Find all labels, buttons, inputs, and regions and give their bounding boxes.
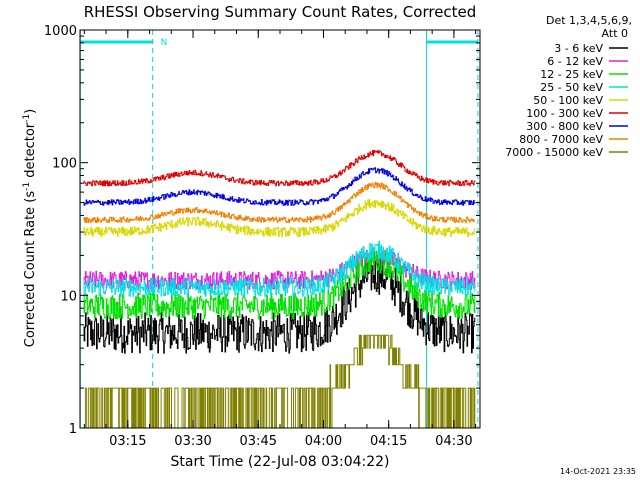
x-tick-label: 04:30 <box>435 434 472 449</box>
saa-marker-label: N <box>161 38 168 48</box>
legend-label-6: 300 - 800 keV <box>526 120 603 133</box>
y-tick-label: 1000 <box>44 24 77 39</box>
plot-frame <box>79 29 481 429</box>
y-axis-label-base: Corrected Count Rate (s <box>23 191 38 348</box>
y-axis-label-end: ) <box>23 109 38 114</box>
legend-label-4: 50 - 100 keV <box>533 94 603 107</box>
series-line-5 <box>83 150 476 187</box>
legend-label-0: 3 - 6 keV <box>554 42 603 55</box>
legend-label-5: 100 - 300 keV <box>526 107 603 120</box>
series-line-2 <box>83 247 476 320</box>
x-tick-label: 04:15 <box>370 434 407 449</box>
series-line-1 <box>83 246 476 290</box>
legend-header-line-2: Att 0 <box>602 27 628 40</box>
footer-timestamp: 14-Oct-2021 23:35 <box>560 467 636 476</box>
y-axis-label-mid: detector <box>23 122 38 182</box>
legend-header-line-1: Det 1,3,4,5,6,9, <box>546 14 632 27</box>
plot-area: N <box>79 30 479 429</box>
series-line-8 <box>83 334 476 429</box>
legend-label-7: 800 - 7000 keV <box>519 133 603 146</box>
legend-label-8: 7000 - 15000 keV <box>505 146 603 159</box>
series-line-3 <box>83 240 476 297</box>
series-line-7 <box>83 181 476 224</box>
y-tick-label: 1 <box>69 422 77 437</box>
legend-label-3: 25 - 50 keV <box>540 81 603 94</box>
chart-title: RHESSI Observing Summary Count Rates, Co… <box>84 3 477 21</box>
y-axis-ticks: 1 10 100 1000 <box>44 24 480 437</box>
x-tick-label: 04:00 <box>305 434 342 449</box>
legend-label-2: 12 - 25 keV <box>540 68 603 81</box>
y-axis-label-sup2: -1 <box>22 114 32 123</box>
x-axis-label: Start Time (22-Jul-08 03:04:22) <box>170 454 389 470</box>
series-line-0 <box>83 255 476 354</box>
y-tick-label: 10 <box>60 289 77 304</box>
x-tick-label: 03:15 <box>109 434 146 449</box>
x-axis-ticks: 03:15 03:30 03:45 04:00 04:15 04:30 <box>83 30 477 449</box>
series-line-6 <box>83 167 476 206</box>
x-tick-label: 03:30 <box>174 434 211 449</box>
y-axis-label: Corrected Count Rate (s-1 detector-1) <box>22 109 38 347</box>
y-axis-label-sup1: -1 <box>22 182 32 191</box>
series-line-4 <box>83 199 476 238</box>
y-tick-label: 100 <box>52 157 77 172</box>
legend-label-1: 6 - 12 keV <box>547 55 603 68</box>
x-tick-label: 03:45 <box>240 434 277 449</box>
